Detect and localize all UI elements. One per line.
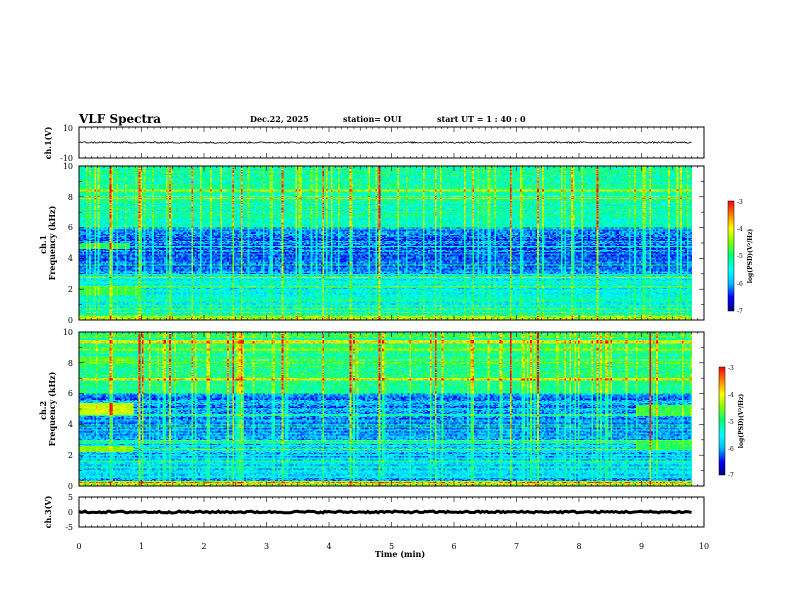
time-tick-6: 6	[451, 542, 456, 551]
ch1-colorbar: -3 -4 -5 -6 -7 log(PSD)(V²/Hz)	[727, 199, 754, 315]
ch2-cbar-tick-m5: -5	[728, 419, 734, 426]
ch2-freq-tick-0: 0	[68, 482, 73, 491]
ch1-freq-tick-8: 8	[68, 193, 73, 202]
ch2-freq-tick-4: 4	[68, 420, 73, 429]
ch3-waveform-panel: 5 0 -5 ch.3(V) 0 1 2 3 4 5 6 7 8 9 10 Ti…	[43, 493, 709, 559]
ch1-freq-tick-10: 10	[63, 162, 73, 171]
axis-tick-marks	[78, 127, 705, 527]
station-label: station= OUI	[343, 114, 402, 124]
ch2-freq-tick-2: 2	[68, 451, 73, 460]
ch1-waveform-ylabel: ch.1(V)	[43, 126, 53, 159]
time-axis-ticks: 0 1 2 3 4 5 6 7 8 9 10	[76, 542, 709, 551]
time-tick-0: 0	[76, 542, 81, 551]
ch1-ylabel-frequency: Frequency (kHz)	[47, 205, 57, 280]
ch2-spectrogram-ylabel: ch.2 Frequency (kHz)	[38, 371, 57, 446]
time-tick-1: 1	[139, 542, 144, 551]
time-tick-2: 2	[201, 542, 206, 551]
ch1-cbar-tick-m7: -7	[737, 308, 743, 315]
start-time-label: start UT = 1 : 40 : 0	[437, 114, 526, 124]
ch3-ytick-bottom: -5	[65, 523, 73, 532]
ch3-ytick-top: 5	[68, 493, 73, 502]
ch1-freq-yticks: 0 2 4 6 8 10	[63, 162, 73, 325]
ch2-cbar-tick-m7: -7	[728, 472, 734, 479]
ch1-colorbar-gradient	[727, 200, 735, 312]
ch2-ylabel-channel: ch.2	[38, 401, 48, 420]
ch1-freq-tick-4: 4	[68, 254, 73, 263]
ch3-ytick-mid: 0	[68, 508, 73, 517]
ch2-spectrogram-panel: 0 2 4 6 8 10 ch.2 Frequency (kHz) -3 -4 …	[38, 328, 745, 491]
time-tick-10: 10	[699, 542, 709, 551]
ch1-colorbar-label: log(PSD)(V²/Hz)	[747, 229, 754, 284]
ch2-cbar-tick-m4: -4	[728, 392, 734, 399]
ch1-freq-tick-2: 2	[68, 285, 73, 294]
ch2-colorbar: -3 -4 -5 -6 -7 log(PSD)(V²/Hz)	[718, 365, 745, 479]
ch1-spectrogram-ylabel: ch.1 Frequency (kHz)	[38, 205, 57, 280]
ch2-freq-tick-8: 8	[68, 359, 73, 368]
ch1-ytick-top: 10	[63, 124, 73, 133]
ch1-ylabel-channel: ch.1	[38, 235, 48, 254]
ch1-cbar-tick-m4: -4	[737, 226, 743, 233]
time-tick-8: 8	[576, 542, 581, 551]
ch1-spectrogram-image	[79, 166, 692, 320]
ch1-cbar-tick-m5: -5	[737, 253, 743, 260]
time-tick-7: 7	[514, 542, 519, 551]
ch2-ylabel-frequency: Frequency (kHz)	[47, 371, 57, 446]
ch2-cbar-tick-m3: -3	[728, 365, 734, 372]
time-tick-3: 3	[264, 542, 269, 551]
ch2-freq-yticks: 0 2 4 6 8 10	[63, 328, 73, 491]
time-tick-5: 5	[389, 542, 394, 551]
time-tick-4: 4	[326, 542, 331, 551]
ch2-colorbar-label: log(PSD)(V²/Hz)	[738, 394, 745, 449]
ch1-waveform-panel: 10 -10 ch.1(V)	[43, 124, 705, 163]
ch1-freq-tick-6: 6	[68, 223, 73, 232]
ch3-waveform-trace	[78, 509, 692, 515]
ch2-cbar-tick-m6: -6	[728, 446, 734, 453]
date-label: Dec.22, 2025	[250, 114, 309, 124]
ch3-waveform-ylabel: ch.3(V)	[43, 495, 53, 528]
time-axis-label: Time (min)	[375, 549, 425, 559]
ch1-ytick-bottom: -10	[60, 154, 73, 163]
ch1-cbar-tick-m3: -3	[737, 199, 743, 206]
ch2-spectrogram-image	[79, 332, 692, 486]
ch1-spectrogram-panel: 0 2 4 6 8 10 ch.1 Frequency (kHz) -3 -4 …	[38, 162, 754, 325]
ch1-freq-tick-0: 0	[68, 316, 73, 325]
ch1-cbar-tick-m6: -6	[737, 281, 743, 288]
ch1-waveform-trace	[78, 140, 692, 144]
time-tick-9: 9	[639, 542, 644, 551]
ch2-colorbar-gradient	[718, 366, 726, 476]
figure-title: VLF Spectra	[78, 112, 161, 126]
ch2-freq-tick-10: 10	[63, 328, 73, 337]
ch2-freq-tick-6: 6	[68, 389, 73, 398]
